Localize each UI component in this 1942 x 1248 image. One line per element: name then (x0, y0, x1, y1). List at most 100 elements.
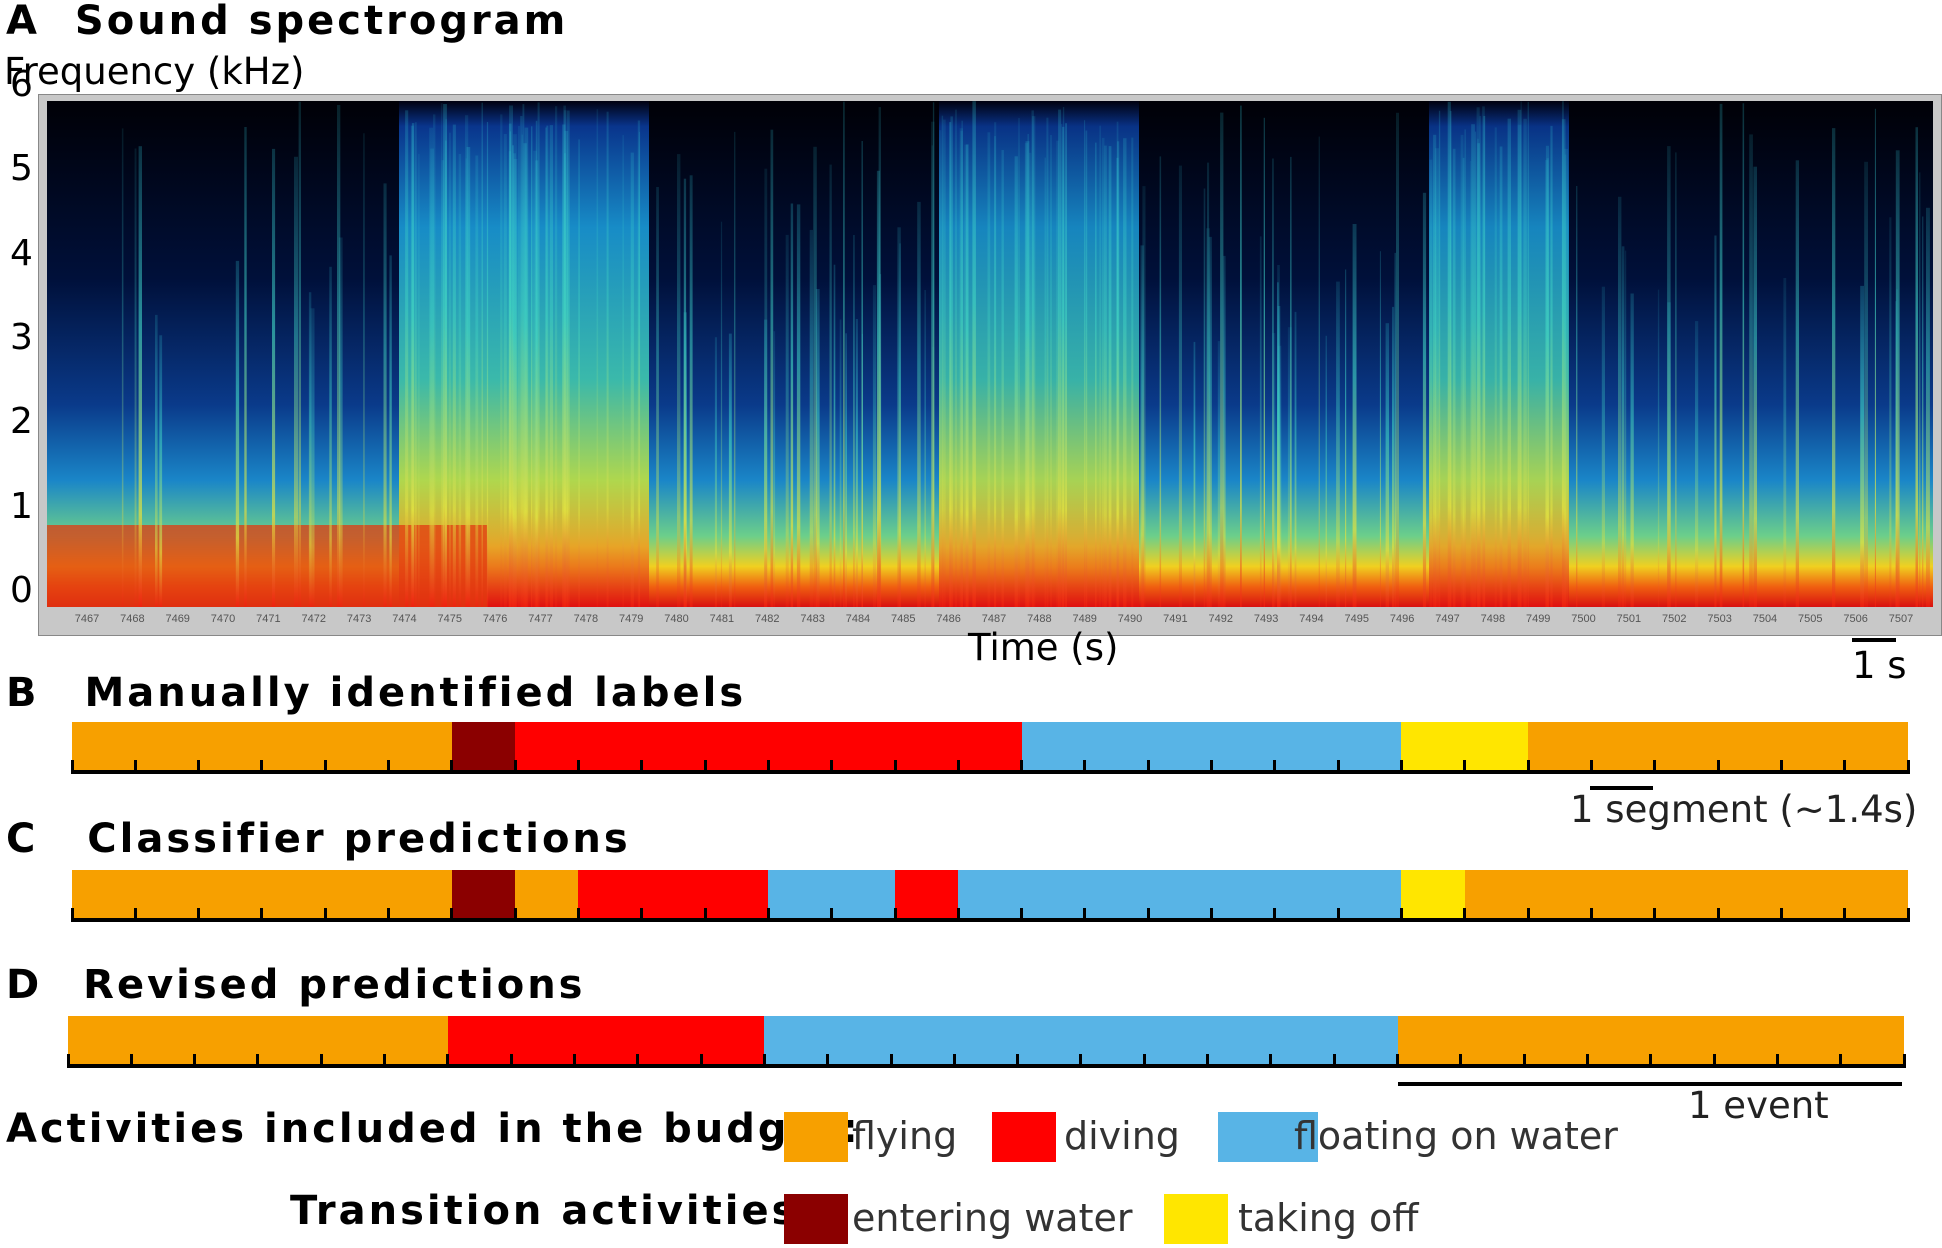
time-tick-7506: 7506 (1843, 613, 1867, 625)
spectrogram-streak (1483, 116, 1486, 607)
spectrogram-streak (466, 147, 471, 607)
spectrogram-streak (839, 319, 842, 607)
time-tick-labels: 7467 7468 7469 7470 7471 7472 7473 7474 7475 7476… (75, 613, 1913, 625)
segment-tick (1332, 1054, 1336, 1068)
spectrogram-streak (338, 237, 343, 607)
spectrogram-streak (1394, 252, 1396, 607)
spectrogram-streak (1527, 101, 1529, 608)
spectrogram-streak (1062, 126, 1065, 608)
segment-tick (1526, 908, 1530, 922)
spectrogram-streak (972, 101, 976, 607)
spectrogram-streak (1860, 285, 1864, 607)
segment-tick (1716, 760, 1720, 774)
time-tick-7475: 7475 (438, 613, 462, 625)
spectrogram-streak (1140, 245, 1144, 607)
spectrogram-streak (1695, 321, 1699, 607)
spectrogram-streak (1392, 306, 1395, 607)
spectrogram-streak (310, 308, 315, 607)
spectrogram-streak (1618, 196, 1622, 608)
time-tick-7505: 7505 (1798, 613, 1822, 625)
spectrogram-streak (1027, 134, 1029, 607)
spectrogram-streak (520, 116, 523, 607)
time-tick-7472: 7472 (302, 613, 326, 625)
spectrogram-streak (845, 333, 847, 607)
segment-tick (703, 760, 707, 774)
spectrogram-streak (861, 333, 863, 607)
spectrogram-streak (809, 229, 813, 607)
spectrogram-streak (931, 145, 933, 607)
time-tick-7467: 7467 (75, 613, 99, 625)
spectrogram-streak (513, 134, 517, 607)
spectrogram-streak (441, 160, 444, 607)
time-axis-strip (47, 607, 1933, 629)
segment-tick (956, 908, 960, 922)
legend-entering-label: entering water (852, 1196, 1133, 1240)
segment-tick (70, 760, 74, 774)
spectrogram-streak (790, 203, 794, 607)
spectrogram-streak (1550, 125, 1553, 608)
time-tick-7486: 7486 (936, 613, 960, 625)
spectrogram-streak (458, 154, 462, 607)
spectrogram-streak (689, 175, 693, 608)
spectrogram-streak (465, 158, 467, 607)
spectrogram-streak (959, 128, 963, 607)
segment-tick (193, 1054, 197, 1068)
spectrogram-streak (244, 127, 247, 607)
spectrogram-streak (965, 144, 969, 607)
time-tick-7471: 7471 (256, 613, 280, 625)
time-tick-7482: 7482 (755, 613, 779, 625)
segment-tick (1779, 760, 1783, 774)
spectrogram-streak (1259, 236, 1262, 607)
spectrogram-streak (1336, 281, 1340, 607)
time-tick-7500: 7500 (1571, 613, 1595, 625)
spectrogram-streak (1294, 311, 1297, 607)
spectrogram-streak (121, 128, 124, 607)
spectrogram-streak (1084, 120, 1086, 607)
spectrogram-streak (1014, 156, 1018, 608)
segment-tick (513, 760, 517, 774)
spectrogram-streak (1018, 118, 1020, 607)
spectrogram-streak (955, 109, 957, 607)
time-tick-7479: 7479 (619, 613, 643, 625)
spectrogram-streak (1396, 112, 1399, 608)
spectrogram-plot: 7467 7468 7469 7470 7471 7472 7473 7474 7475 7476… (47, 101, 1933, 629)
spectrogram-streak (1223, 255, 1226, 607)
spectrogram-streak (418, 153, 420, 607)
spectrogram-streak (656, 187, 659, 607)
spectrogram-streak (833, 264, 836, 607)
panel-b-title-text: Manually identified labels (84, 670, 747, 716)
panel-c-title: C Classifier predictions (6, 816, 631, 862)
spectrogram-streak (1131, 137, 1134, 607)
spectrogram-streak (1601, 286, 1605, 607)
segment-tick (766, 760, 770, 774)
spectrogram-streak (533, 150, 537, 608)
segment-tick (197, 908, 201, 922)
time-tick-7489: 7489 (1072, 613, 1096, 625)
segment-tick (133, 760, 137, 774)
spectrogram-streak (1471, 124, 1475, 607)
segment-taking-off (1401, 870, 1465, 920)
spectrogram-streak (1065, 123, 1067, 607)
segment-tick (830, 908, 834, 922)
time-tick-7470: 7470 (211, 613, 235, 625)
spectrogram-streak (1203, 188, 1206, 607)
spectrogram-streak (1922, 216, 1924, 607)
spectrogram-streak (1352, 224, 1357, 607)
frequency-tick-0: 0 (10, 570, 33, 611)
spectrogram-streak (1470, 160, 1472, 607)
spectrogram-streak (1624, 250, 1627, 607)
spectrogram-streak (813, 146, 817, 608)
segment-tick (1269, 1054, 1273, 1068)
segment-tick (260, 908, 264, 922)
spectrogram-streak (546, 125, 549, 607)
spectrogram-streak (1379, 251, 1381, 607)
spectrogram-streak (683, 178, 687, 607)
time-tick-7491: 7491 (1163, 613, 1187, 625)
time-axis-label: Time (s) (968, 626, 1119, 669)
spectrogram-streak (1208, 236, 1212, 607)
classifier-predictions-bar (72, 870, 1908, 920)
spectrogram-streak (1576, 186, 1578, 607)
segment-tick (956, 760, 960, 774)
segment-tick (1906, 760, 1910, 774)
spectrogram-streak (1795, 160, 1799, 608)
